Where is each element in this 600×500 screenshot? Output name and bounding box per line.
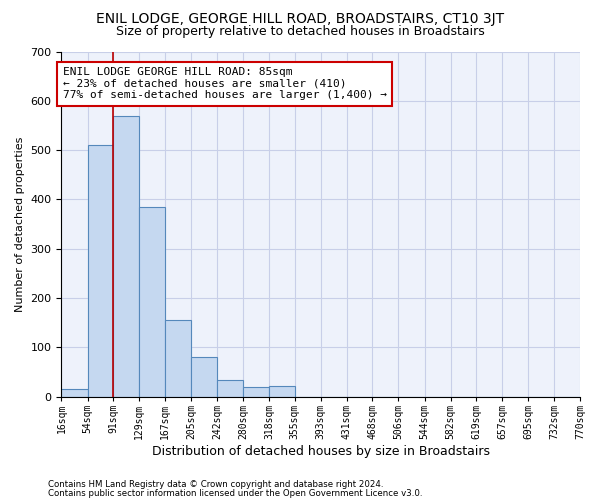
Bar — [88, 145, 113, 397]
Bar — [139, 207, 165, 397]
Bar — [269, 386, 295, 397]
Text: Contains public sector information licensed under the Open Government Licence v3: Contains public sector information licen… — [48, 488, 422, 498]
Text: Size of property relative to detached houses in Broadstairs: Size of property relative to detached ho… — [116, 25, 484, 38]
Y-axis label: Number of detached properties: Number of detached properties — [15, 136, 25, 312]
Text: Contains HM Land Registry data © Crown copyright and database right 2024.: Contains HM Land Registry data © Crown c… — [48, 480, 383, 489]
Bar — [191, 358, 217, 397]
Text: ENIL LODGE GEORGE HILL ROAD: 85sqm
← 23% of detached houses are smaller (410)
77: ENIL LODGE GEORGE HILL ROAD: 85sqm ← 23%… — [63, 68, 387, 100]
Bar — [243, 387, 269, 397]
Bar — [61, 390, 88, 397]
Bar — [217, 380, 243, 397]
Bar — [165, 320, 191, 397]
Bar — [113, 116, 139, 397]
X-axis label: Distribution of detached houses by size in Broadstairs: Distribution of detached houses by size … — [152, 444, 490, 458]
Text: ENIL LODGE, GEORGE HILL ROAD, BROADSTAIRS, CT10 3JT: ENIL LODGE, GEORGE HILL ROAD, BROADSTAIR… — [96, 12, 504, 26]
